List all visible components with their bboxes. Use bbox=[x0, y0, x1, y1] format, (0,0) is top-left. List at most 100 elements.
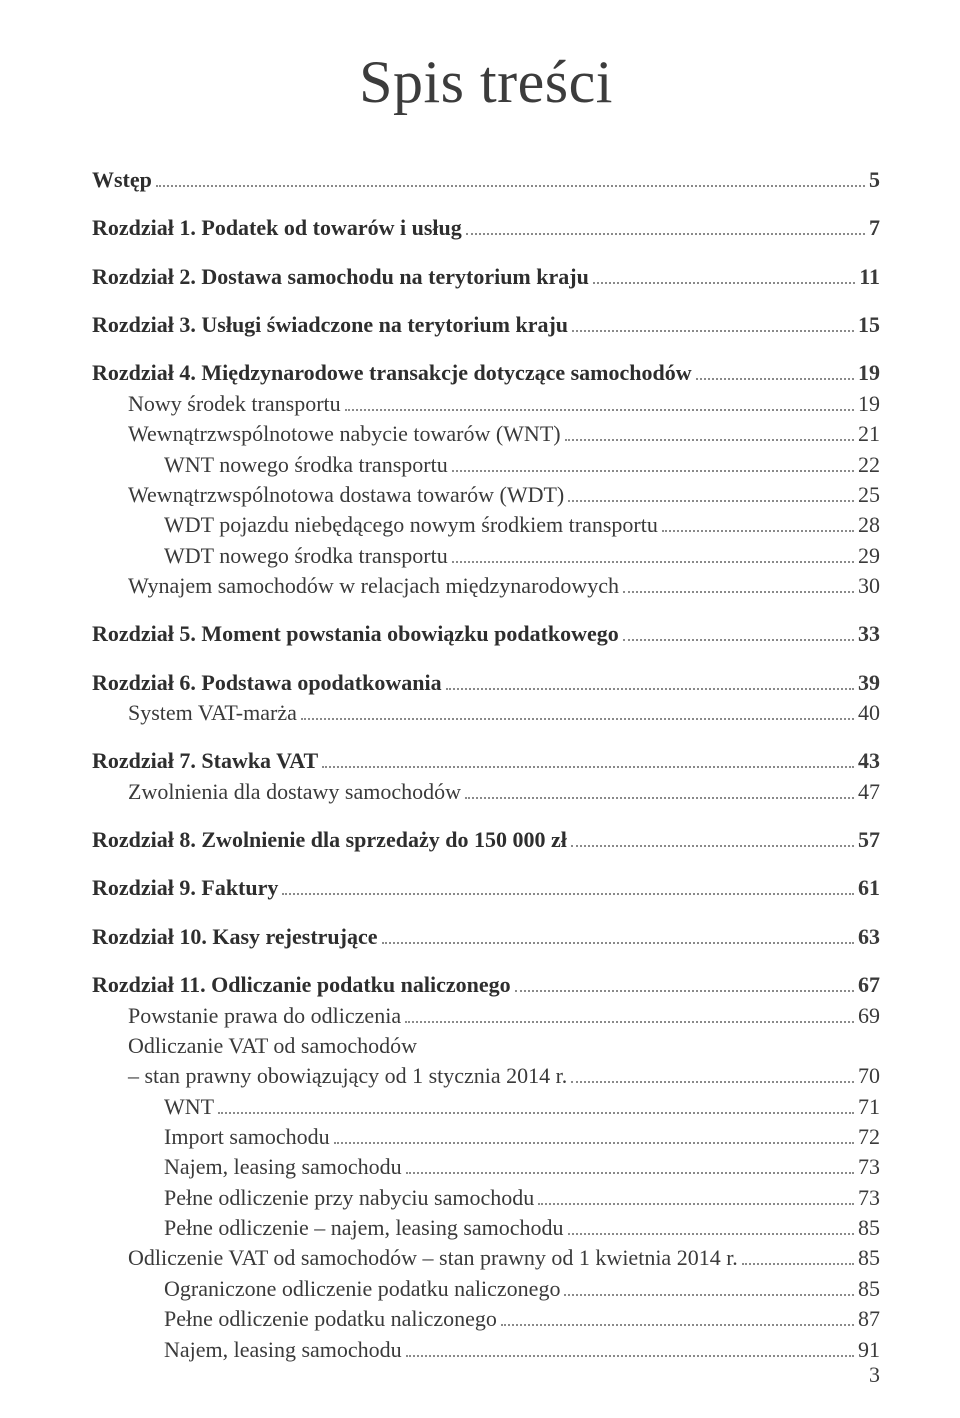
toc-page: 33 bbox=[858, 619, 880, 649]
toc-page: 19 bbox=[858, 389, 880, 419]
toc-row: Odliczanie VAT od samochodów bbox=[92, 1031, 880, 1061]
toc-row: Rozdział 2. Dostawa samochodu na terytor… bbox=[92, 262, 880, 292]
toc-row: Pełne odliczenie przy nabyciu samochodu 7… bbox=[92, 1183, 880, 1213]
toc-row: Nowy środek transportu19 bbox=[92, 389, 880, 419]
dot-leader bbox=[334, 1132, 854, 1144]
toc-row: Najem, leasing samochodu73 bbox=[92, 1152, 880, 1182]
toc-label: Rozdział 6. Podstawa opodatkowania bbox=[92, 668, 442, 698]
toc-page: 15 bbox=[858, 310, 880, 340]
toc-row: WNT nowego środka transportu22 bbox=[92, 450, 880, 480]
toc-page: 63 bbox=[858, 922, 880, 952]
toc-page: 73 bbox=[858, 1152, 880, 1182]
toc-row: Rozdział 8. Zwolnienie dla sprzedaży do … bbox=[92, 825, 880, 855]
toc-row: Rozdział 6. Podstawa opodatkowania39 bbox=[92, 668, 880, 698]
toc-row: Odliczenie VAT od samochodów – stan praw… bbox=[92, 1243, 880, 1273]
toc-label: Rozdział 11. Odliczanie podatku naliczon… bbox=[92, 970, 511, 1000]
dot-leader bbox=[742, 1253, 854, 1265]
dot-leader bbox=[571, 835, 854, 847]
toc-row: WDT nowego środka transportu29 bbox=[92, 541, 880, 571]
dot-leader bbox=[571, 1071, 854, 1083]
toc-page: 61 bbox=[858, 873, 880, 903]
toc-row: Wstęp5 bbox=[92, 165, 880, 195]
toc-page: 7 bbox=[869, 213, 880, 243]
toc-label: System VAT-marża bbox=[128, 698, 297, 728]
dot-leader bbox=[466, 223, 865, 235]
dot-leader bbox=[565, 429, 854, 441]
toc-page: 43 bbox=[858, 746, 880, 776]
toc-label: Wstęp bbox=[92, 165, 152, 195]
toc-page: 69 bbox=[858, 1001, 880, 1031]
toc-label: Rozdział 2. Dostawa samochodu na terytor… bbox=[92, 262, 589, 292]
dot-leader bbox=[218, 1102, 854, 1114]
dot-leader bbox=[564, 1284, 854, 1296]
dot-leader bbox=[572, 320, 854, 332]
dot-leader bbox=[662, 520, 854, 532]
toc-label: Odliczanie VAT od samochodów bbox=[128, 1031, 417, 1061]
toc-page: 73 bbox=[858, 1183, 880, 1213]
toc-row: WDT pojazdu niebędącego nowym środkiem t… bbox=[92, 510, 880, 540]
dot-leader bbox=[568, 490, 854, 502]
toc-row: Wewnątrzwspólnotowa dostawa towarów (WDT… bbox=[92, 480, 880, 510]
toc-page: 71 bbox=[858, 1092, 880, 1122]
toc-page: 85 bbox=[858, 1213, 880, 1243]
dot-leader bbox=[623, 629, 854, 641]
toc-page: 30 bbox=[858, 571, 880, 601]
toc-label: Rozdział 10. Kasy rejestrujące bbox=[92, 922, 378, 952]
toc-page: 91 bbox=[858, 1335, 880, 1365]
dot-leader bbox=[623, 581, 854, 593]
toc-page: 85 bbox=[858, 1243, 880, 1273]
toc-row: Ograniczone odliczenie podatku naliczone… bbox=[92, 1274, 880, 1304]
dot-leader bbox=[452, 459, 854, 471]
dot-leader bbox=[322, 756, 854, 768]
dot-leader bbox=[515, 980, 854, 992]
dot-leader bbox=[452, 551, 854, 563]
page-number: 3 bbox=[869, 1362, 880, 1388]
toc-row: Zwolnienia dla dostawy samochodów47 bbox=[92, 777, 880, 807]
dot-leader bbox=[282, 883, 854, 895]
toc-page: 67 bbox=[858, 970, 880, 1000]
toc-label: Rozdział 3. Usługi świadczone na terytor… bbox=[92, 310, 568, 340]
toc-row: Rozdział 11. Odliczanie podatku naliczon… bbox=[92, 970, 880, 1000]
page: Spis treści Wstęp5Rozdział 1. Podatek od… bbox=[0, 0, 960, 1418]
toc-row: Pełne odliczenie podatku naliczonego87 bbox=[92, 1304, 880, 1334]
toc-page: 22 bbox=[858, 450, 880, 480]
toc-page: 72 bbox=[858, 1122, 880, 1152]
toc-label: WNT bbox=[164, 1092, 214, 1122]
toc-label: WDT pojazdu niebędącego nowym środkiem t… bbox=[164, 510, 658, 540]
dot-leader bbox=[465, 787, 854, 799]
toc-label: Odliczenie VAT od samochodów – stan praw… bbox=[128, 1243, 738, 1273]
toc-page: 25 bbox=[858, 480, 880, 510]
toc-row: Rozdział 3. Usługi świadczone na terytor… bbox=[92, 310, 880, 340]
toc-label: Pełne odliczenie podatku naliczonego bbox=[164, 1304, 497, 1334]
toc-row: WNT 71 bbox=[92, 1092, 880, 1122]
toc-label: Rozdział 1. Podatek od towarów i usług bbox=[92, 213, 462, 243]
toc-label: Zwolnienia dla dostawy samochodów bbox=[128, 777, 461, 807]
toc-label: Rozdział 5. Moment powstania obowiązku p… bbox=[92, 619, 619, 649]
dot-leader bbox=[156, 175, 865, 187]
toc-row: Rozdział 5. Moment powstania obowiązku p… bbox=[92, 619, 880, 649]
toc-row: Wynajem samochodów w relacjach międzynar… bbox=[92, 571, 880, 601]
toc-label: Pełne odliczenie przy nabyciu samochodu bbox=[164, 1183, 534, 1213]
toc-row: Pełne odliczenie – najem, leasing samoch… bbox=[92, 1213, 880, 1243]
toc-page: 19 bbox=[858, 358, 880, 388]
toc-row: System VAT-marża 40 bbox=[92, 698, 880, 728]
dot-leader bbox=[501, 1314, 854, 1326]
dot-leader bbox=[382, 932, 854, 944]
toc-row: Rozdział 4. Międzynarodowe transakcje do… bbox=[92, 358, 880, 388]
dot-leader bbox=[696, 368, 854, 380]
toc-page: 85 bbox=[858, 1274, 880, 1304]
toc-label: Wewnątrzwspólnotowa dostawa towarów (WDT… bbox=[128, 480, 564, 510]
toc-label: Rozdział 7. Stawka VAT bbox=[92, 746, 318, 776]
dot-leader bbox=[446, 678, 854, 690]
toc-page: 21 bbox=[858, 419, 880, 449]
toc-page: 40 bbox=[858, 698, 880, 728]
toc-row: Najem, leasing samochodu91 bbox=[92, 1335, 880, 1365]
toc-label: Wewnątrzwspólnotowe nabycie towarów (WNT… bbox=[128, 419, 561, 449]
toc-label: Pełne odliczenie – najem, leasing samoch… bbox=[164, 1213, 564, 1243]
toc-label: WDT nowego środka transportu bbox=[164, 541, 448, 571]
dot-leader bbox=[593, 272, 855, 284]
toc-label: Wynajem samochodów w relacjach międzynar… bbox=[128, 571, 619, 601]
toc-row: Rozdział 10. Kasy rejestrujące 63 bbox=[92, 922, 880, 952]
toc-row: Rozdział 9. Faktury61 bbox=[92, 873, 880, 903]
toc-row: Powstanie prawa do odliczenia69 bbox=[92, 1001, 880, 1031]
